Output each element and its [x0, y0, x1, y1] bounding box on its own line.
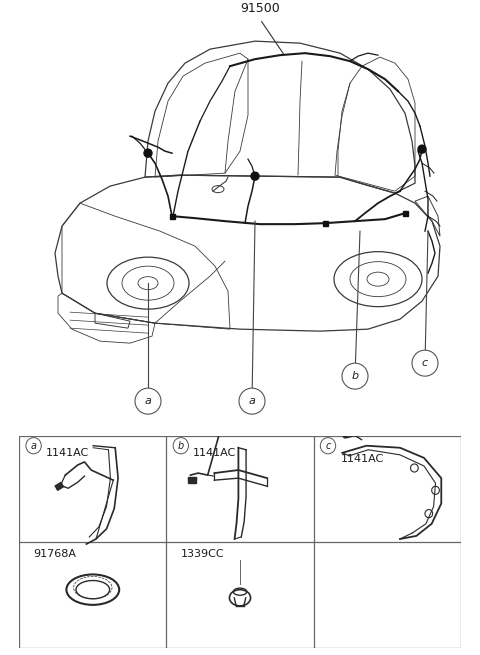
Circle shape [135, 388, 161, 414]
Text: 1141AC: 1141AC [193, 448, 237, 458]
Text: b: b [351, 371, 359, 381]
Text: c: c [422, 358, 428, 368]
Text: a: a [31, 441, 36, 451]
Circle shape [26, 438, 41, 454]
Bar [323, 221, 327, 226]
Text: a: a [144, 396, 151, 406]
Text: 91768A: 91768A [34, 549, 77, 559]
Text: 1141AC: 1141AC [46, 448, 89, 458]
Bar [189, 477, 196, 483]
Text: c: c [325, 441, 331, 451]
Circle shape [173, 438, 189, 454]
Bar [169, 214, 175, 219]
Text: 1339CC: 1339CC [181, 549, 225, 559]
Circle shape [342, 363, 368, 389]
Circle shape [239, 388, 265, 414]
Text: a: a [249, 396, 255, 406]
Circle shape [418, 145, 426, 153]
Circle shape [320, 438, 336, 454]
Text: 1141AC: 1141AC [340, 454, 384, 464]
Bar [403, 211, 408, 215]
Circle shape [144, 149, 152, 157]
Text: 91500: 91500 [240, 2, 280, 15]
Circle shape [251, 172, 259, 180]
Circle shape [342, 432, 348, 439]
Text: b: b [178, 441, 184, 451]
Circle shape [412, 350, 438, 376]
Bar [55, 482, 63, 491]
